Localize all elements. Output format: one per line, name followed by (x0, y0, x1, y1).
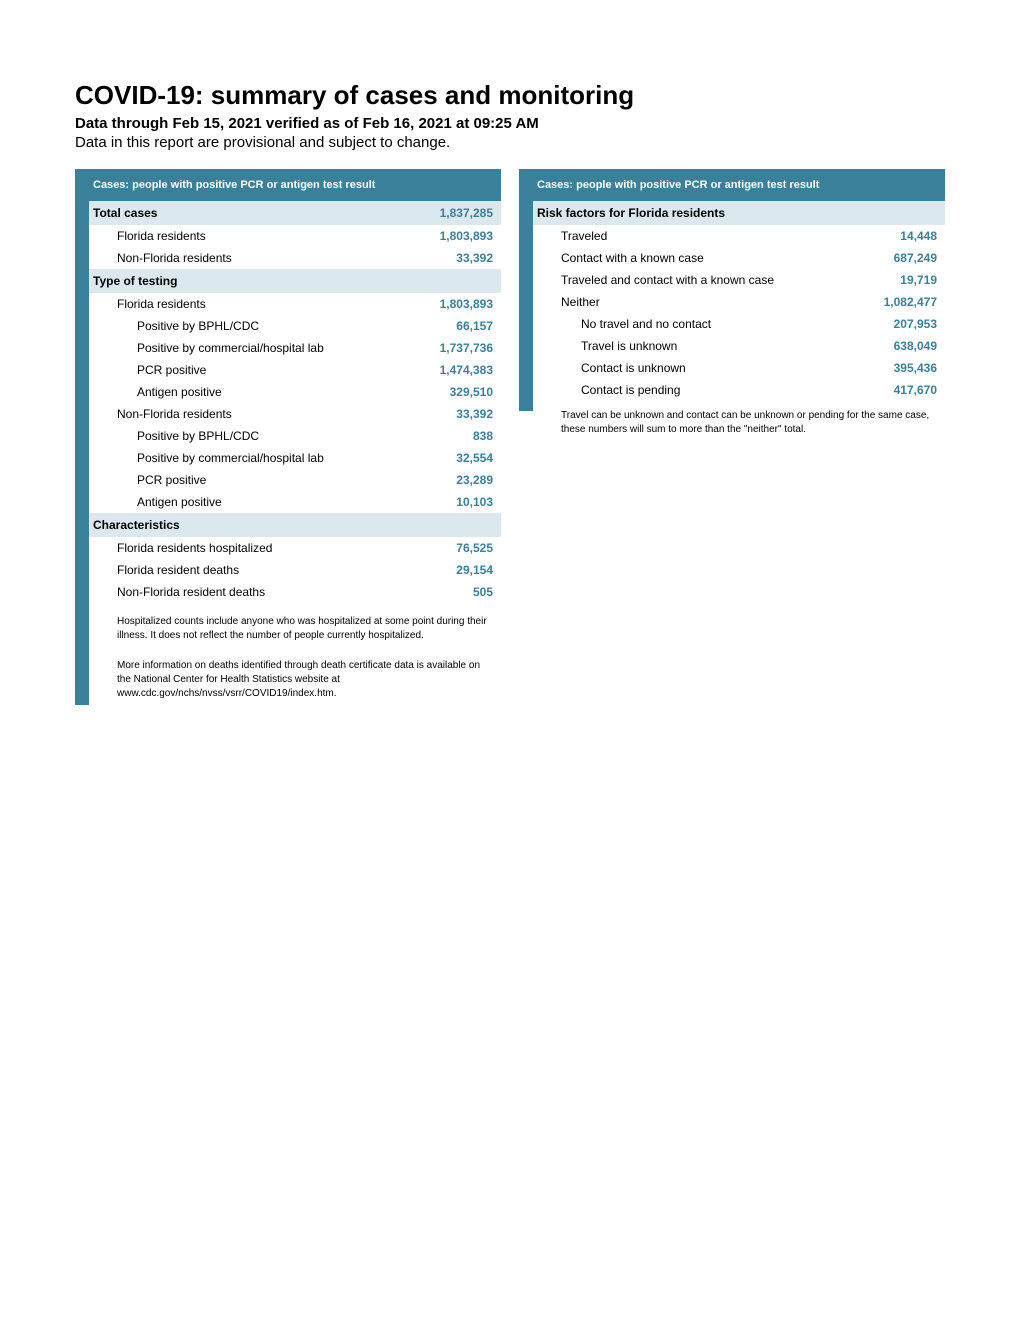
characteristics-row: Florida residents hospitalized 76,525 (75, 537, 501, 559)
left-footnote-1: Hospitalized counts include anyone who w… (75, 603, 501, 647)
left-footnote-2: More information on deaths identified th… (75, 647, 501, 705)
type-testing-row-value: 1,737,736 (440, 341, 493, 355)
type-testing-row-label: PCR positive (137, 473, 206, 487)
type-testing-row-value: 32,554 (456, 451, 493, 465)
risk-factors-row: Neither 1,082,477 (519, 291, 945, 313)
total-cases-row: Florida residents 1,803,893 (75, 225, 501, 247)
type-testing-row-label: Positive by commercial/hospital lab (137, 451, 324, 465)
type-testing-row-value: 33,392 (456, 407, 493, 421)
risk-factors-row-value: 417,670 (894, 383, 937, 397)
type-testing-row: Antigen positive 329,510 (75, 381, 501, 403)
columns: Cases: people with positive PCR or antig… (75, 169, 945, 705)
type-testing-row-label: Positive by commercial/hospital lab (137, 341, 324, 355)
risk-factors-row: Travel is unknown 638,049 (519, 335, 945, 357)
risk-factors-row-value: 687,249 (894, 251, 937, 265)
right-footnote: Travel can be unknown and contact can be… (519, 401, 945, 441)
type-testing-row: Positive by BPHL/CDC 838 (75, 425, 501, 447)
characteristics-label: Characteristics (93, 518, 180, 532)
risk-factors-row-label: Contact with a known case (561, 251, 704, 265)
type-testing-row: PCR positive 23,289 (75, 469, 501, 491)
risk-factors-row-value: 638,049 (894, 339, 937, 353)
risk-factors-row-label: Traveled (561, 229, 607, 243)
risk-factors-row-value: 19,719 (900, 273, 937, 287)
right-accent-bar (519, 201, 533, 411)
type-testing-row-label: Non-Florida residents (117, 407, 232, 421)
right-panel-header: Cases: people with positive PCR or antig… (519, 169, 945, 201)
risk-factors-row: Contact is pending 417,670 (519, 379, 945, 401)
total-cases-row-value: 1,803,893 (440, 229, 493, 243)
type-testing-row-value: 1,803,893 (440, 297, 493, 311)
total-cases-value: 1,837,285 (440, 206, 493, 220)
characteristics-row: Non-Florida resident deaths 505 (75, 581, 501, 603)
risk-factors-row-label: Contact is pending (581, 383, 680, 397)
risk-factors-row-value: 395,436 (894, 361, 937, 375)
total-cases-label: Total cases (93, 206, 157, 220)
type-testing-row-value: 838 (473, 429, 493, 443)
risk-factors-row: Traveled and contact with a known case 19… (519, 269, 945, 291)
type-testing-row-value: 66,157 (456, 319, 493, 333)
risk-factors-row-label: Traveled and contact with a known case (561, 273, 774, 287)
type-testing-row-label: Antigen positive (137, 385, 222, 399)
type-testing-row-label: PCR positive (137, 363, 206, 377)
risk-factors-row-label: No travel and no contact (581, 317, 711, 331)
risk-factors-row: No travel and no contact 207,953 (519, 313, 945, 335)
risk-factors-row-value: 207,953 (894, 317, 937, 331)
type-testing-label: Type of testing (93, 274, 177, 288)
left-column: Cases: people with positive PCR or antig… (75, 169, 501, 705)
type-testing-row-label: Florida residents (117, 297, 206, 311)
risk-factors-row-label: Travel is unknown (581, 339, 677, 353)
characteristics-row-label: Florida resident deaths (117, 563, 239, 577)
type-testing-row-label: Antigen positive (137, 495, 222, 509)
right-content: Risk factors for Florida residents Trave… (519, 201, 945, 441)
total-cases-row: Non-Florida residents 33,392 (75, 247, 501, 269)
risk-factors-row: Traveled 14,448 (519, 225, 945, 247)
total-cases-row-value: 33,392 (456, 251, 493, 265)
characteristics-row: Florida resident deaths 29,154 (75, 559, 501, 581)
page-note: Data in this report are provisional and … (75, 134, 945, 151)
type-testing-row: Positive by commercial/hospital lab 1,737… (75, 337, 501, 359)
type-testing-row: Non-Florida residents 33,392 (75, 403, 501, 425)
type-testing-row-value: 23,289 (456, 473, 493, 487)
risk-factors-row-label: Contact is unknown (581, 361, 686, 375)
page-title: COVID-19: summary of cases and monitorin… (75, 80, 945, 111)
type-testing-row: Antigen positive 10,103 (75, 491, 501, 513)
characteristics-row-value: 505 (473, 585, 493, 599)
left-panel-header: Cases: people with positive PCR or antig… (75, 169, 501, 201)
type-testing-row-value: 1,474,383 (440, 363, 493, 377)
type-testing-row: PCR positive 1,474,383 (75, 359, 501, 381)
risk-factors-row-label: Neither (561, 295, 600, 309)
total-cases-row-label: Non-Florida residents (117, 251, 232, 265)
page-subtitle: Data through Feb 15, 2021 verified as of… (75, 115, 945, 132)
characteristics-head: Characteristics (75, 513, 501, 537)
type-testing-row: Positive by BPHL/CDC 66,157 (75, 315, 501, 337)
characteristics-row-label: Florida residents hospitalized (117, 541, 272, 555)
type-testing-row-label: Positive by BPHL/CDC (137, 319, 259, 333)
risk-factors-head: Risk factors for Florida residents (519, 201, 945, 225)
type-testing-row: Florida residents 1,803,893 (75, 293, 501, 315)
risk-factors-row: Contact is unknown 395,436 (519, 357, 945, 379)
right-column: Cases: people with positive PCR or antig… (519, 169, 945, 705)
characteristics-row-value: 29,154 (456, 563, 493, 577)
type-testing-head: Type of testing (75, 269, 501, 293)
risk-factors-row: Contact with a known case 687,249 (519, 247, 945, 269)
type-testing-row: Positive by commercial/hospital lab 32,55… (75, 447, 501, 469)
total-cases-head: Total cases 1,837,285 (75, 201, 501, 225)
risk-factors-row-value: 14,448 (900, 229, 937, 243)
type-testing-row-value: 10,103 (456, 495, 493, 509)
characteristics-row-value: 76,525 (456, 541, 493, 555)
risk-factors-label: Risk factors for Florida residents (537, 206, 725, 220)
left-accent-bar (75, 201, 89, 705)
risk-factors-row-value: 1,082,477 (884, 295, 937, 309)
total-cases-row-label: Florida residents (117, 229, 206, 243)
type-testing-row-label: Positive by BPHL/CDC (137, 429, 259, 443)
left-content: Total cases 1,837,285 Florida residents 1… (75, 201, 501, 705)
characteristics-row-label: Non-Florida resident deaths (117, 585, 265, 599)
type-testing-row-value: 329,510 (450, 385, 493, 399)
